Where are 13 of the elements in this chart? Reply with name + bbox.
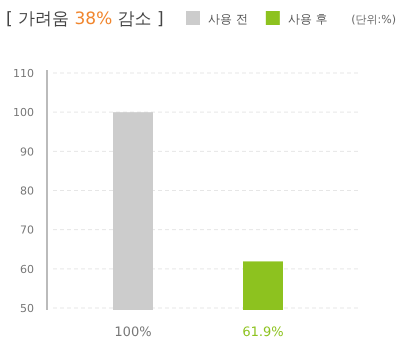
y-tick-label: 80 <box>20 184 34 198</box>
data-label: 100% <box>114 325 152 340</box>
chart-title: [ 가려움 38% 감소 ] <box>6 9 164 29</box>
data-label: 61.9% <box>242 325 284 340</box>
y-tick-label: 110 <box>13 67 34 80</box>
text: (단위:%) <box>351 13 396 26</box>
y-tick-label: 70 <box>20 224 34 237</box>
legend-label: 사용 전 <box>208 12 248 26</box>
y-tick-label: 90 <box>20 145 34 158</box>
legend-label: 사용 후 <box>288 12 328 26</box>
y-tick-label: 60 <box>20 262 34 276</box>
y-tick-label: 50 <box>20 302 34 315</box>
y-tick-label: 100 <box>13 106 34 120</box>
